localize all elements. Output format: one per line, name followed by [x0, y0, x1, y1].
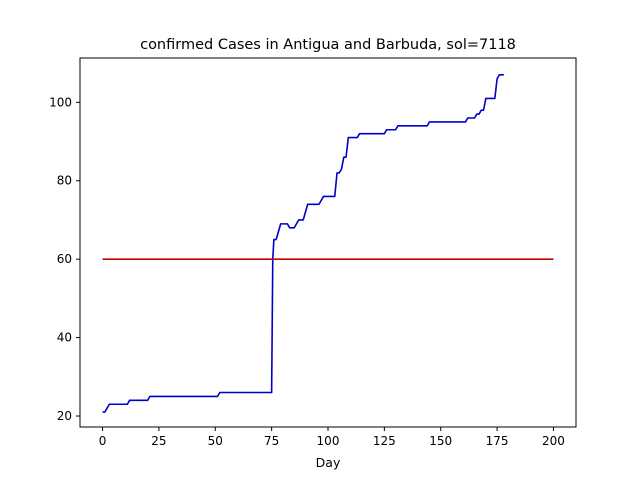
x-tick-label: 125	[373, 434, 396, 448]
y-tick-label: 60	[57, 252, 72, 266]
x-axis-label: Day	[316, 455, 341, 470]
x-tick-label: 0	[99, 434, 107, 448]
x-tick-label: 100	[317, 434, 340, 448]
x-tick-label: 50	[208, 434, 223, 448]
x-tick-label: 175	[486, 434, 509, 448]
plot-lines	[102, 74, 554, 413]
chart-title: confirmed Cases in Antigua and Barbuda, …	[140, 37, 516, 53]
x-tick-label: 25	[151, 434, 166, 448]
y-tick-label: 40	[57, 331, 72, 345]
y-axis-ticks: 20 40 60 80 100	[49, 95, 80, 423]
x-axis-ticks: 0 25 50 75 100 125 150 175 200	[99, 427, 565, 448]
x-tick-label: 150	[429, 434, 452, 448]
y-tick-label: 80	[57, 174, 72, 188]
series-line-cases	[102, 74, 504, 413]
x-tick-label: 200	[542, 434, 565, 448]
x-tick-label: 75	[264, 434, 279, 448]
y-tick-label: 100	[49, 95, 72, 109]
y-tick-label: 20	[57, 409, 72, 423]
